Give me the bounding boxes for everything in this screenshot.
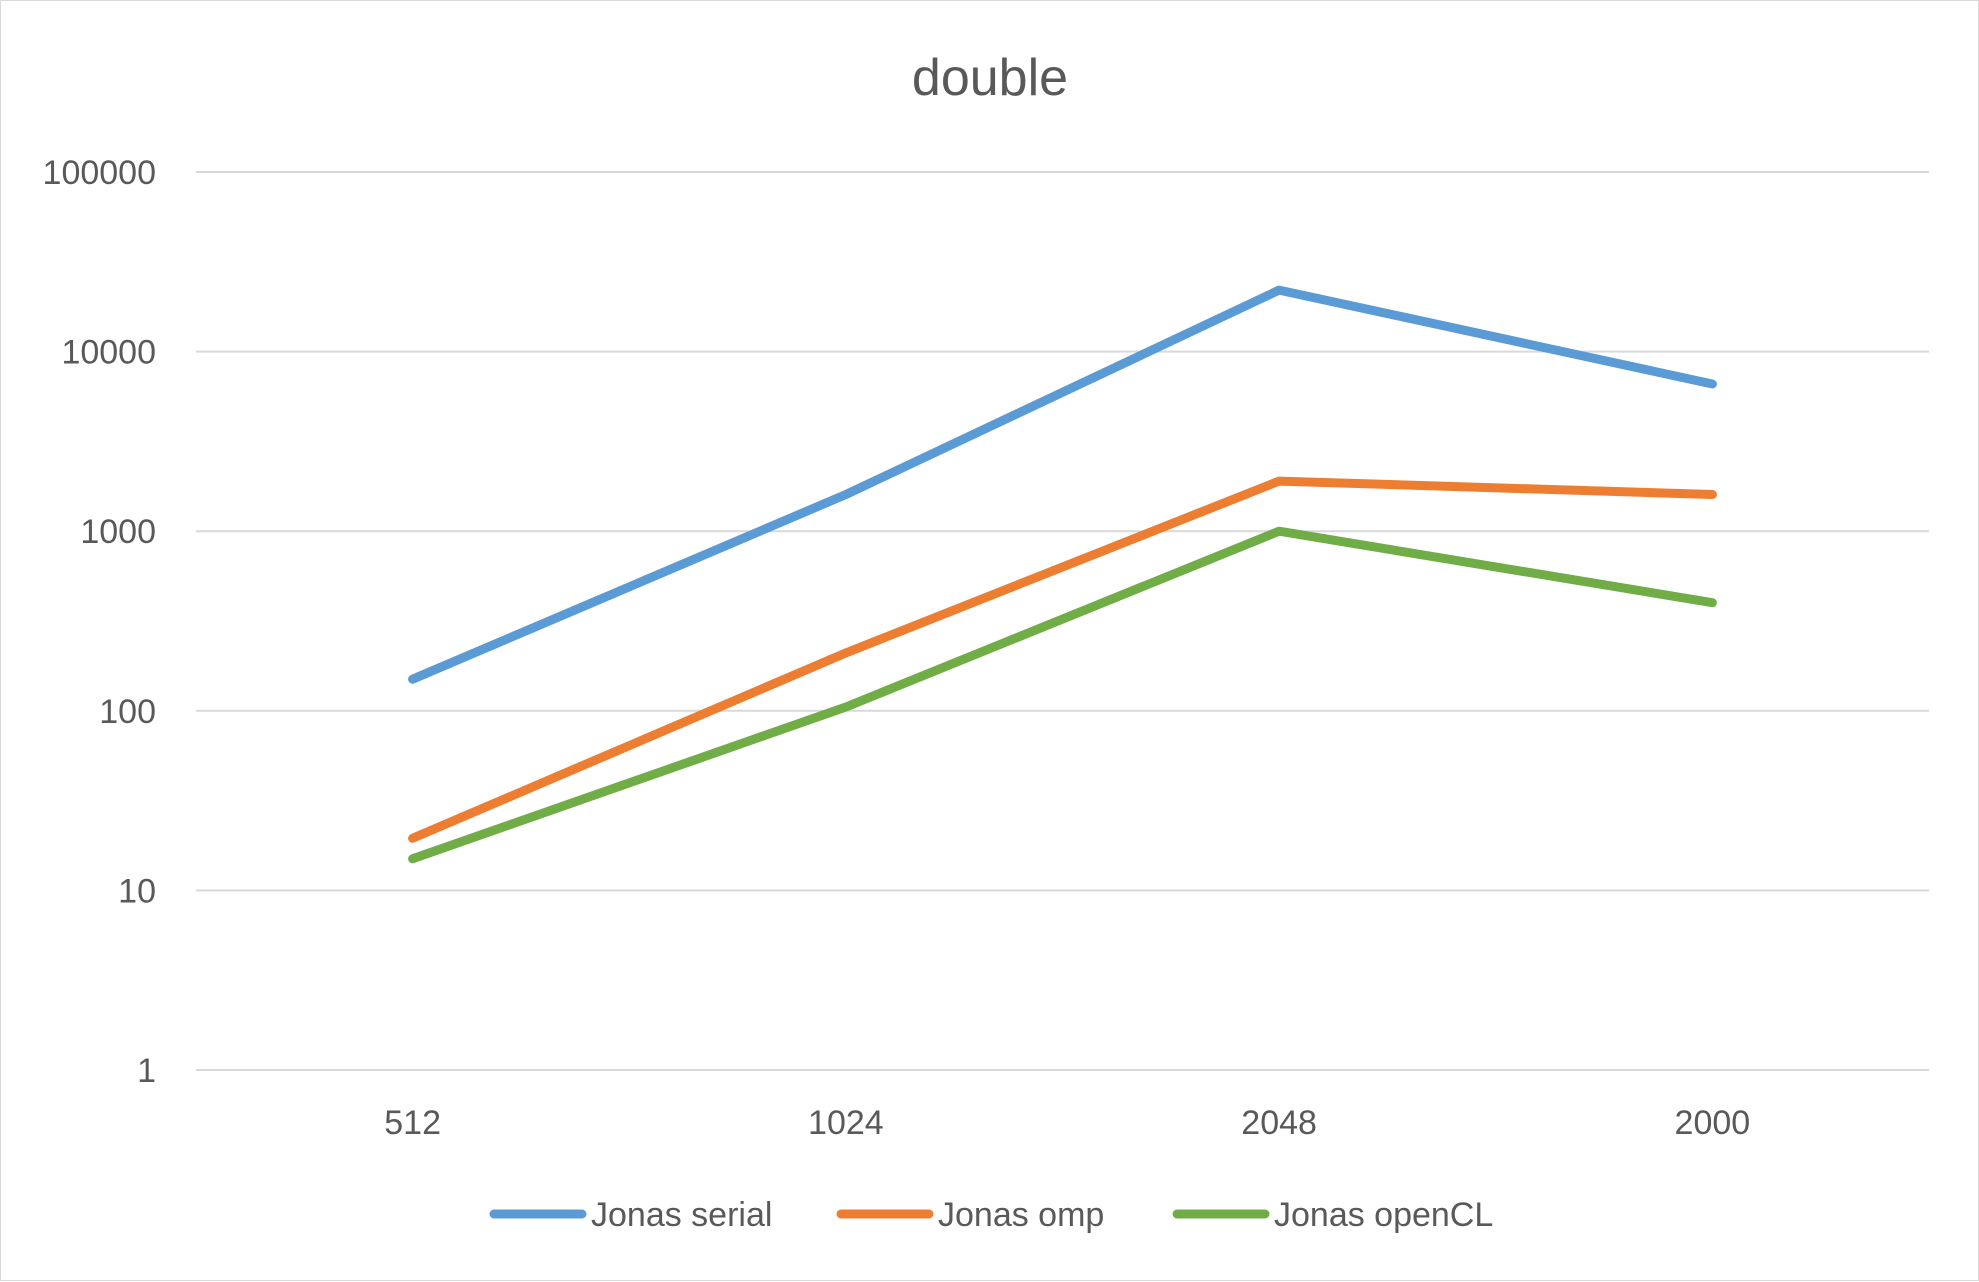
series-lines (408, 285, 1717, 864)
gridlines (196, 171, 1929, 1071)
x-tick-label: 2000 (1675, 1104, 1751, 1142)
series-line-jonas-serial (408, 285, 1717, 684)
x-tick-label: 512 (384, 1104, 441, 1142)
series-line-jonas-omp (408, 476, 1717, 843)
x-axis-tick-labels: 512 1024 2048 2000 (384, 1104, 1750, 1142)
y-tick-label: 100000 (43, 154, 156, 192)
y-tick-label: 10 (118, 872, 156, 910)
legend: Jonas serial Jonas omp Jonas openCL (489, 1196, 1493, 1234)
y-tick-label: 1 (137, 1052, 156, 1090)
y-tick-label: 100 (99, 693, 156, 731)
chart-title: double (912, 49, 1068, 107)
legend-label: Jonas serial (591, 1196, 772, 1234)
legend-label: Jonas openCL (1274, 1196, 1493, 1234)
legend-label: Jonas omp (938, 1196, 1104, 1234)
x-tick-label: 2048 (1241, 1104, 1317, 1142)
series-line-jonas-opencl (408, 526, 1717, 864)
y-tick-label: 10000 (61, 334, 156, 372)
y-axis-tick-labels: 1 10 100 1000 10000 100000 (43, 154, 156, 1090)
y-tick-label: 1000 (80, 513, 156, 551)
x-tick-label: 1024 (808, 1104, 884, 1142)
